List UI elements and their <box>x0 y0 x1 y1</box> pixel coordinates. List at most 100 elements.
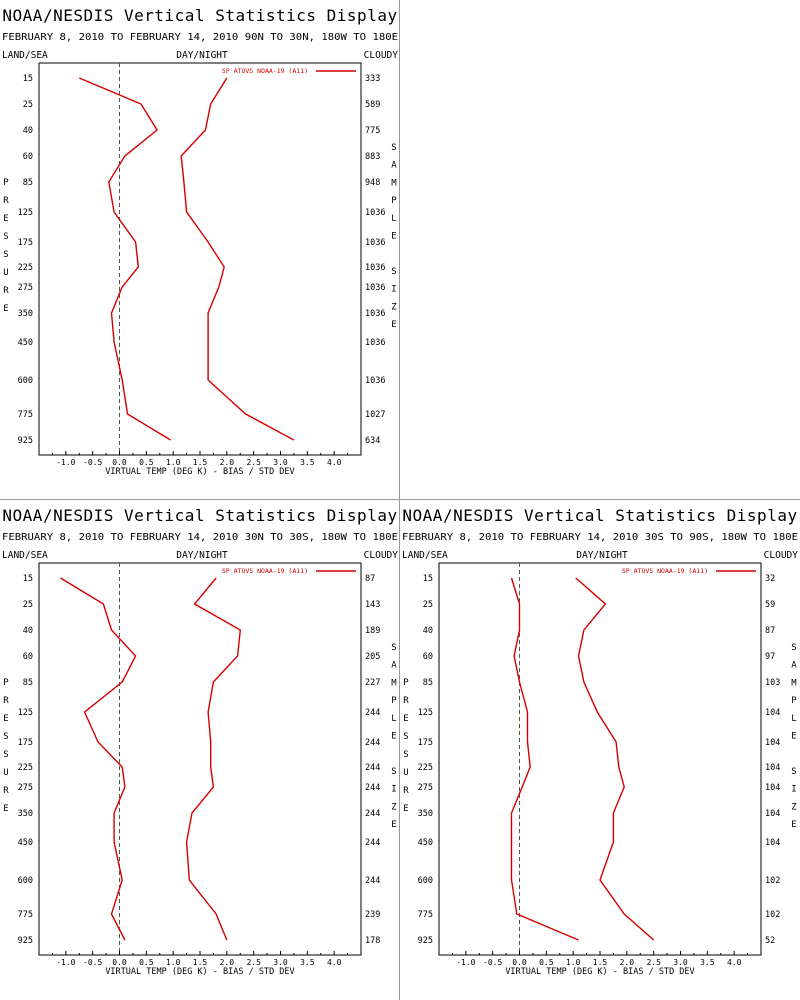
pressure-label: 40 <box>23 626 33 636</box>
sample-size-axis-letter: L <box>391 214 396 224</box>
pressure-axis-letter: S <box>3 732 8 742</box>
pressure-axis-letter: R <box>3 786 9 796</box>
pressure-label: 275 <box>18 783 33 793</box>
sample-size-label: 634 <box>365 436 380 446</box>
pressure-axis-letter: E <box>3 804 8 814</box>
plot-frame <box>38 562 362 956</box>
x-tick-label: 3.5 <box>300 958 315 967</box>
sample-size-label: 103 <box>765 678 780 688</box>
pressure-label: 60 <box>23 152 33 162</box>
legend-label: SP ATOVS NOAA-19 (A11) <box>222 67 308 75</box>
x-tick-label: 3.0 <box>673 958 688 967</box>
pressure-axis-letter: R <box>403 786 409 796</box>
sample-size-label: 1036 <box>365 338 385 348</box>
sample-size-axis-letter: E <box>391 232 396 242</box>
chart-panel-30n-30s: NOAA/NESDIS Vertical Statistics Display F… <box>2 506 398 977</box>
pressure-label: 40 <box>423 626 433 636</box>
chart-title: NOAA/NESDIS Vertical Statistics Display <box>402 506 797 525</box>
pressure-label: 925 <box>418 936 433 946</box>
sample-size-label: 883 <box>365 152 380 162</box>
pressure-label: 15 <box>423 574 433 584</box>
pressure-label: 350 <box>18 809 33 819</box>
sample-size-label: 104 <box>765 763 780 773</box>
sample-size-axis-letter: P <box>791 696 797 706</box>
x-tick-label: 3.5 <box>300 458 315 467</box>
pressure-axis-letter: S <box>3 750 8 760</box>
sample-size-label: 775 <box>365 126 380 136</box>
chart-subtitle: FEBRUARY 8, 2010 TO FEBRUARY 14, 2010 90… <box>2 32 398 43</box>
pressure-label: 25 <box>423 600 433 610</box>
pressure-label: 350 <box>18 309 33 319</box>
pressure-label: 225 <box>418 763 433 773</box>
pressure-label: 125 <box>418 708 433 718</box>
sample-size-axis-letter: M <box>391 678 397 688</box>
sample-size-label: 1036 <box>365 376 385 386</box>
sample-size-label: 333 <box>365 74 380 84</box>
pressure-label: 85 <box>23 678 33 688</box>
sample-size-label: 205 <box>365 652 380 662</box>
pressure-label: 60 <box>423 652 433 662</box>
x-tick-label: 1.0 <box>566 958 581 967</box>
pressure-axis-letter: R <box>3 196 9 206</box>
sample-size-label: 102 <box>765 910 780 920</box>
pressure-axis-letter: U <box>3 768 8 778</box>
pressure-label: 15 <box>23 574 33 584</box>
sample-size-axis-letter: S <box>391 267 396 277</box>
pressure-label: 40 <box>23 126 33 136</box>
sample-size-label: 1027 <box>365 410 385 420</box>
header-land-sea: LAND/SEA <box>2 550 48 561</box>
empty-panel <box>400 0 800 499</box>
sample-size-axis-letter: E <box>791 820 796 830</box>
sample-size-label: 143 <box>365 600 380 610</box>
sample-size-label: 244 <box>365 809 380 819</box>
x-tick-label: 0.5 <box>139 958 154 967</box>
sample-size-axis-letter: E <box>391 320 396 330</box>
plot-frame <box>38 62 362 456</box>
sample-size-label: 244 <box>365 876 380 886</box>
panel-divider-horizontal <box>0 499 800 500</box>
sample-size-axis-letter: Z <box>391 302 397 312</box>
series-line-bias <box>79 77 171 441</box>
pressure-label: 775 <box>18 910 33 920</box>
series-line-std-dev <box>185 577 242 941</box>
sample-size-axis-letter: S <box>391 143 396 153</box>
sample-size-label: 1036 <box>365 263 385 273</box>
sample-size-label: 1036 <box>365 309 385 319</box>
sample-size-axis-letter: M <box>391 178 397 188</box>
series-line-std-dev <box>180 77 295 441</box>
series-line-bias <box>510 577 579 941</box>
x-axis-label: VIRTUAL TEMP (DEG K) - BIAS / STD DEV <box>105 467 294 477</box>
sample-size-axis-letter: L <box>791 714 796 724</box>
pressure-axis-letter: U <box>3 268 8 278</box>
pressure-label: 600 <box>18 376 33 386</box>
x-tick-label: -1.0 <box>56 958 75 967</box>
x-tick-label: -1.0 <box>56 458 75 467</box>
legend-label: SP ATOVS NOAA-19 (A11) <box>622 567 708 575</box>
sample-size-label: 178 <box>365 936 380 946</box>
sample-size-label: 1036 <box>365 208 385 218</box>
sample-size-label: 97 <box>765 652 775 662</box>
pressure-label: 125 <box>18 708 33 718</box>
sample-size-label: 87 <box>365 574 375 584</box>
header-day-night: DAY/NIGHT <box>176 50 228 61</box>
x-tick-label: 4.0 <box>327 958 342 967</box>
pressure-axis-letter: E <box>3 304 8 314</box>
x-tick-label: 1.5 <box>193 958 208 967</box>
pressure-label: 225 <box>18 763 33 773</box>
pressure-axis-letter: E <box>403 804 408 814</box>
x-axis-label: VIRTUAL TEMP (DEG K) - BIAS / STD DEV <box>105 967 294 977</box>
series-line-std-dev <box>575 577 655 941</box>
chart-subtitle: FEBRUARY 8, 2010 TO FEBRUARY 14, 2010 30… <box>2 532 398 543</box>
pressure-label: 275 <box>18 283 33 293</box>
sample-size-axis-letter: Z <box>791 802 797 812</box>
x-tick-label: 0.5 <box>139 458 154 467</box>
sample-size-axis-letter: P <box>391 696 397 706</box>
x-tick-label: -1.0 <box>456 958 475 967</box>
pressure-label: 925 <box>18 936 33 946</box>
sample-size-label: 104 <box>765 708 780 718</box>
header-land-sea: LAND/SEA <box>402 550 448 561</box>
pressure-label: 600 <box>418 876 433 886</box>
x-tick-label: 3.0 <box>273 458 288 467</box>
pressure-axis-letter: R <box>403 696 409 706</box>
